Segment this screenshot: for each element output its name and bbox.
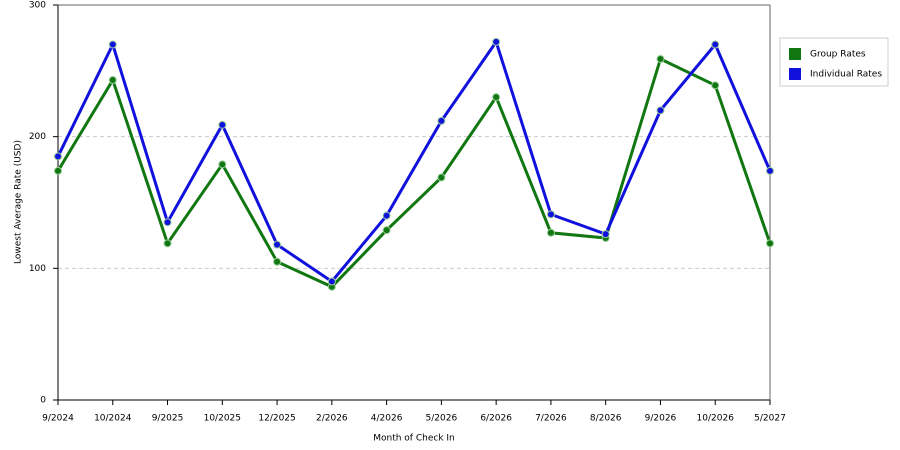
x-tick-label: 2/2026 xyxy=(316,414,348,424)
x-tick-label: 6/2026 xyxy=(480,414,512,424)
x-tick-label: 9/2026 xyxy=(645,414,677,424)
data-point xyxy=(546,210,555,219)
y-axis-label: Lowest Average Rate (USD) xyxy=(14,140,24,264)
data-point xyxy=(108,40,117,49)
x-tick-label: 10/2025 xyxy=(204,414,241,424)
data-point xyxy=(766,166,774,175)
data-point xyxy=(492,37,501,46)
series-line xyxy=(56,38,772,284)
data-point xyxy=(382,226,391,235)
data-point xyxy=(218,120,227,129)
x-tick-label: 9/2024 xyxy=(42,414,74,424)
x-tick-label: 5/2027 xyxy=(754,414,786,424)
x-tick-label: 8/2026 xyxy=(590,414,622,424)
data-point xyxy=(601,230,610,239)
data-point xyxy=(273,240,282,249)
x-tick-label: 10/2024 xyxy=(94,414,132,424)
data-point xyxy=(273,257,282,266)
data-point xyxy=(108,76,117,85)
legend-swatch xyxy=(789,48,801,60)
data-point xyxy=(54,152,62,161)
data-point xyxy=(711,40,720,49)
data-point xyxy=(656,106,665,115)
legend-swatch xyxy=(789,68,801,80)
x-tick-label: 4/2026 xyxy=(371,414,403,424)
data-point xyxy=(218,160,227,169)
data-point xyxy=(437,173,446,182)
y-tick-label: 100 xyxy=(29,264,46,274)
x-tick-label: 9/2025 xyxy=(152,414,184,424)
series-line xyxy=(56,56,772,289)
x-tick-label: 10/2026 xyxy=(697,414,735,424)
x-axis-label: Month of Check In xyxy=(373,434,455,444)
data-point xyxy=(546,228,555,237)
data-point xyxy=(711,81,720,90)
x-tick-label: 7/2026 xyxy=(535,414,567,424)
data-point xyxy=(656,54,665,63)
y-tick-label: 300 xyxy=(29,1,46,11)
data-point xyxy=(54,166,62,175)
x-tick-label: 5/2026 xyxy=(426,414,458,424)
data-point xyxy=(327,277,336,286)
legend-label: Group Rates xyxy=(810,50,866,60)
data-point xyxy=(766,239,774,248)
data-point xyxy=(163,239,172,248)
y-tick-label: 200 xyxy=(29,132,46,142)
data-point xyxy=(492,93,501,102)
legend-label: Individual Rates xyxy=(810,70,882,80)
y-tick-label: 0 xyxy=(40,396,46,406)
x-tick-label: 12/2025 xyxy=(258,414,295,424)
data-point xyxy=(437,116,446,125)
data-point xyxy=(382,211,391,220)
data-point xyxy=(163,218,172,227)
